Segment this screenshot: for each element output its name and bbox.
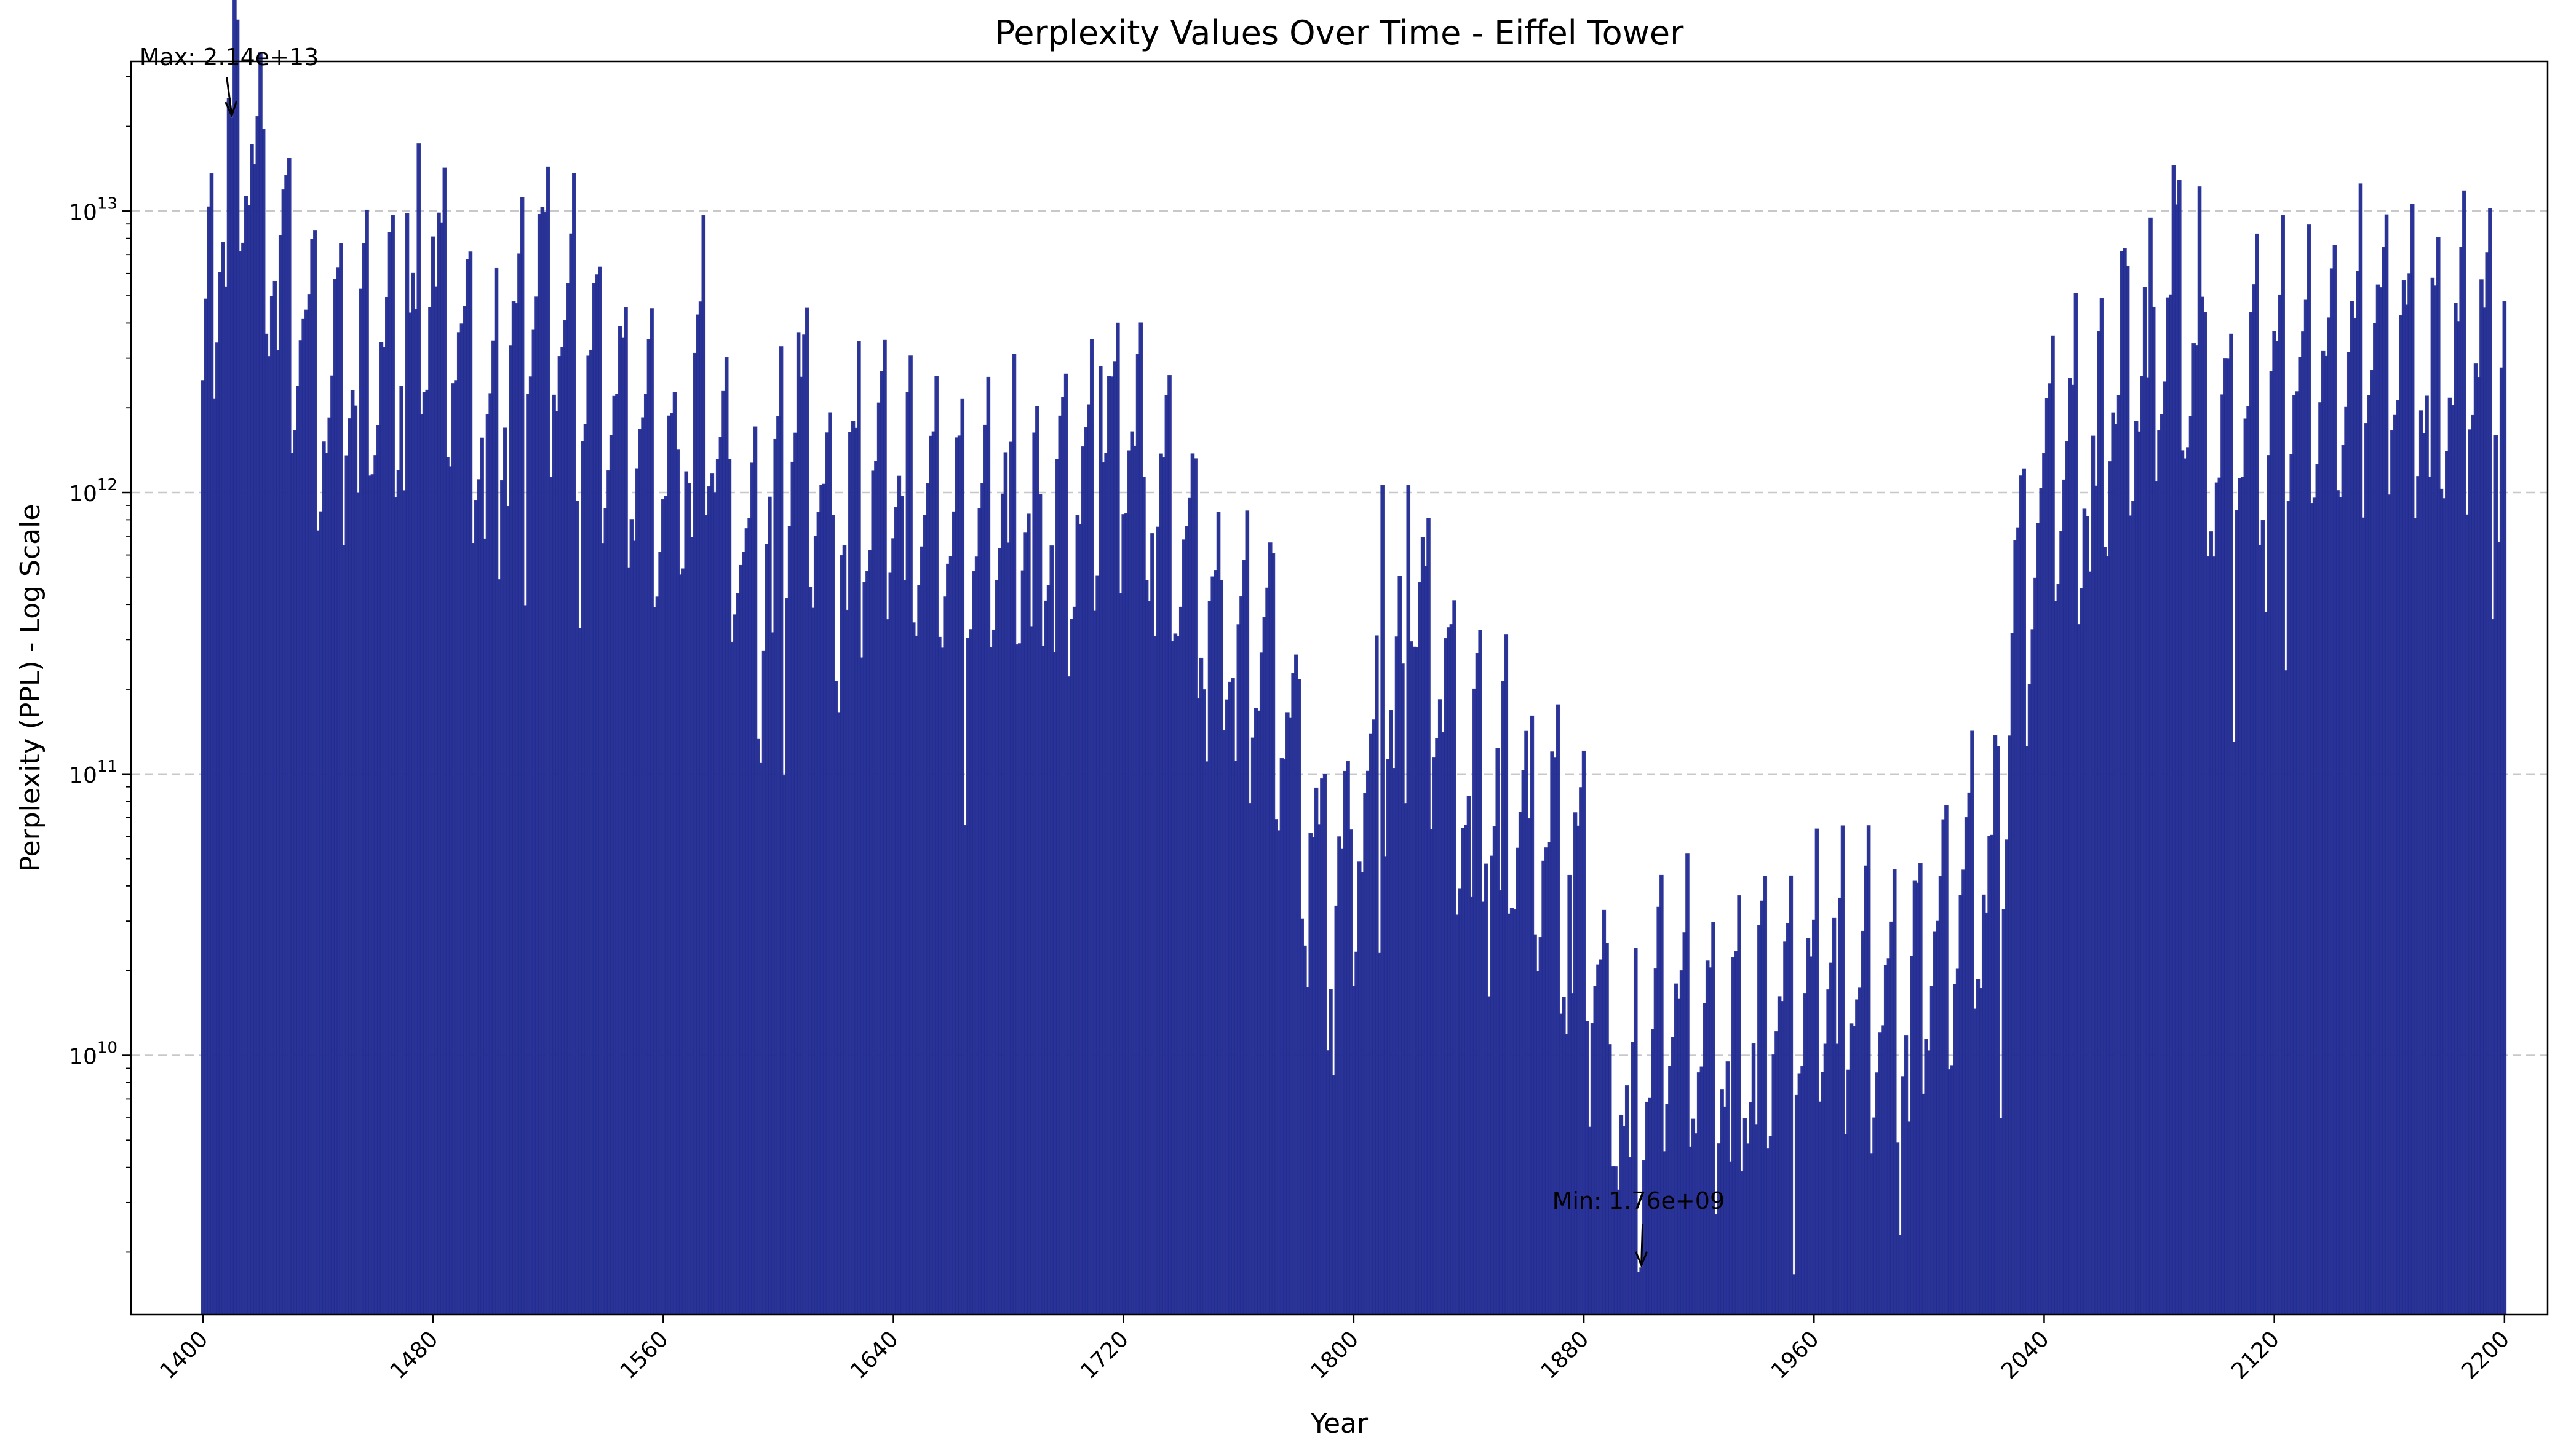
chart-title: Perplexity Values Over Time - Eiffel Tow… [995,14,1684,52]
y-tick-label: 1010 [69,1039,117,1070]
y-tick-label: 1012 [69,476,117,507]
y-tick-label: 1011 [69,758,117,788]
y-axis-ticks: 1010 1011 1012 1013 [69,76,131,1253]
bar [2502,301,2507,1315]
max-annotation-arrow [226,77,233,115]
y-tick-label: 1013 [69,194,117,225]
bars [201,0,2507,1315]
x-axis-label: Year [1310,1408,1369,1439]
plot-frame [130,60,2549,1316]
min-annotation-arrowhead [1635,1251,1648,1268]
bar [1789,875,1794,1315]
max-annotation-label: Max: 2.14e+13 [140,44,319,71]
max-annotation-arrowhead [225,100,238,119]
min-annotation-arrow [1640,1223,1644,1264]
bar [1633,948,1638,1315]
annotations: Max: 2.14e+13 Min: 1.76e+09 [140,44,1725,1268]
y-axis-label: Perplexity (PPL) - Log Scale [15,504,46,872]
min-annotation-label: Min: 1.76e+09 [1552,1187,1725,1214]
